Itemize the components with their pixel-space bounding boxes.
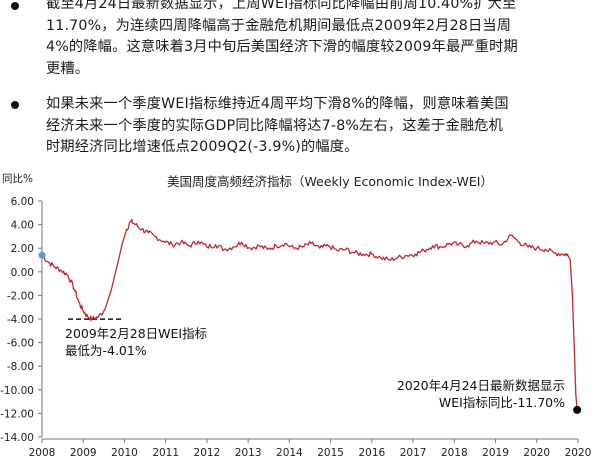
bullet-2: 如果未来一个季度WEI指标维持近4周平均下滑8%的降幅，则意味着美国 经济未来一… — [8, 94, 590, 160]
x-tick-label: 2011 — [152, 447, 179, 459]
wei-chart: 美国周度高频经济指标（Weekly Economic Index-WEI） 同比… — [0, 170, 600, 464]
x-tick-label: 2020 — [565, 447, 592, 459]
x-tick-label: 2017 — [400, 447, 427, 459]
y-tick-label: -14.00 — [0, 432, 34, 444]
x-tick-label: 2010 — [111, 447, 138, 459]
bullet-text: 如果未来一个季度WEI指标维持近4周平均下滑8%的降幅，则意味着美国 经济未来一… — [46, 96, 509, 155]
y-tick-label: -10.00 — [0, 385, 34, 397]
y-tick-label: -8.00 — [7, 361, 34, 373]
y-axis: 6.00 4.00 2.00 0.00 -2.00 -4.00 -6.00 -8.00 -10.… — [0, 196, 43, 444]
annotation-line: 2009年2月28日WEI指标 — [65, 326, 207, 341]
series-group — [38, 218, 582, 414]
bullet-dot-icon — [11, 2, 19, 10]
y-tick-label: -2.00 — [7, 290, 34, 302]
y-tick-label: -12.00 — [0, 408, 34, 420]
annotation-line: WEI指标同比-11.70% — [439, 395, 565, 410]
x-tick-label: 2009 — [70, 447, 97, 459]
x-tick-label: 2013 — [235, 447, 262, 459]
bullet-dot-icon — [11, 101, 19, 109]
y-tick-label: 4.00 — [11, 220, 34, 232]
x-tick-label: 2020 — [523, 447, 550, 459]
annotation-label: 2009年2月28日WEI指标最低为-4.01% — [65, 326, 207, 358]
x-axis: 2008 2009 2010 2011 2012 2013 2014 2015 2016 2017… — [29, 438, 592, 459]
wei-series-line — [41, 218, 578, 410]
annotation-group: 2009年2月28日WEI指标最低为-4.01% 2020年4月24日最新数据显示… — [65, 326, 565, 410]
y-tick-label: 6.00 — [11, 196, 34, 208]
start-point-marker — [38, 251, 46, 259]
y-tick-label: 2.00 — [11, 243, 34, 255]
x-tick-label: 2012 — [194, 447, 221, 459]
x-tick-label: 2015 — [317, 447, 344, 459]
bullet-1: 截至4月24日最新数据显示，上周WEI指标同比降幅由前周10.40%扩大至 11… — [8, 0, 590, 77]
y-axis-label: 同比% — [2, 172, 33, 185]
annotation-label: 2020年4月24日最新数据显示 WEI指标同比-11.70% — [397, 378, 565, 410]
x-tick-label: 2016 — [358, 447, 385, 459]
annotation-line: 最低为-4.01% — [65, 343, 147, 358]
x-tick-label: 2019 — [482, 447, 509, 459]
annotation-line: 2020年4月24日最新数据显示 — [397, 378, 565, 393]
bullet-text: 截至4月24日最新数据显示，上周WEI指标同比降幅由前周10.40%扩大至 11… — [46, 0, 518, 77]
chart-svg: 美国周度高频经济指标（Weekly Economic Index-WEI） 同比… — [0, 172, 592, 459]
x-tick-label: 2014 — [276, 447, 303, 459]
latest-point-marker — [573, 405, 582, 414]
y-tick-label: -6.00 — [7, 338, 34, 350]
chart-title: 美国周度高频经济指标（Weekly Economic Index-WEI） — [167, 174, 493, 189]
y-tick-label: 0.00 — [11, 267, 34, 279]
x-tick-label: 2018 — [441, 447, 468, 459]
y-tick-label: -4.00 — [7, 314, 34, 326]
x-tick-label: 2008 — [29, 447, 56, 459]
